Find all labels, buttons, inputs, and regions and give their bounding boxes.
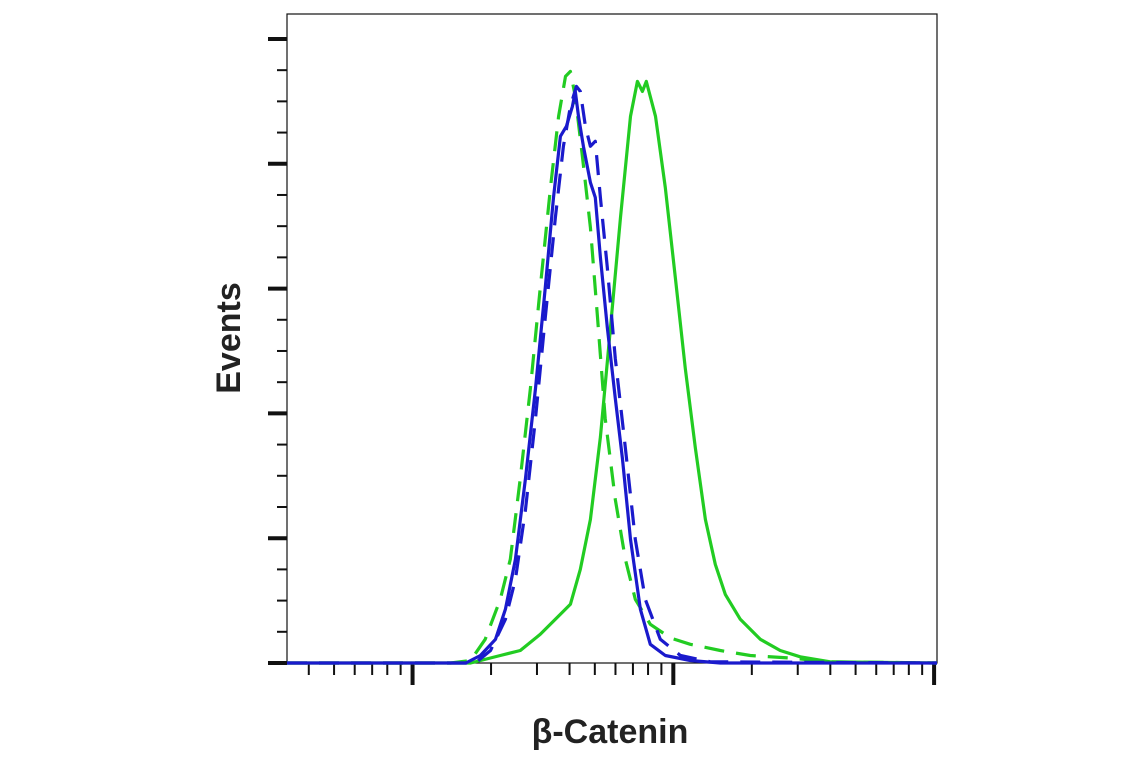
x-axis-label: β-Catenin [532,713,689,751]
series-line-3-solid [287,89,937,665]
plot-frame [286,13,938,664]
series-line-2-dashed [287,69,938,665]
y-axis-label: Events [210,282,248,394]
series-line-1-solid [287,79,938,665]
series-line-4-dashed [287,84,938,665]
